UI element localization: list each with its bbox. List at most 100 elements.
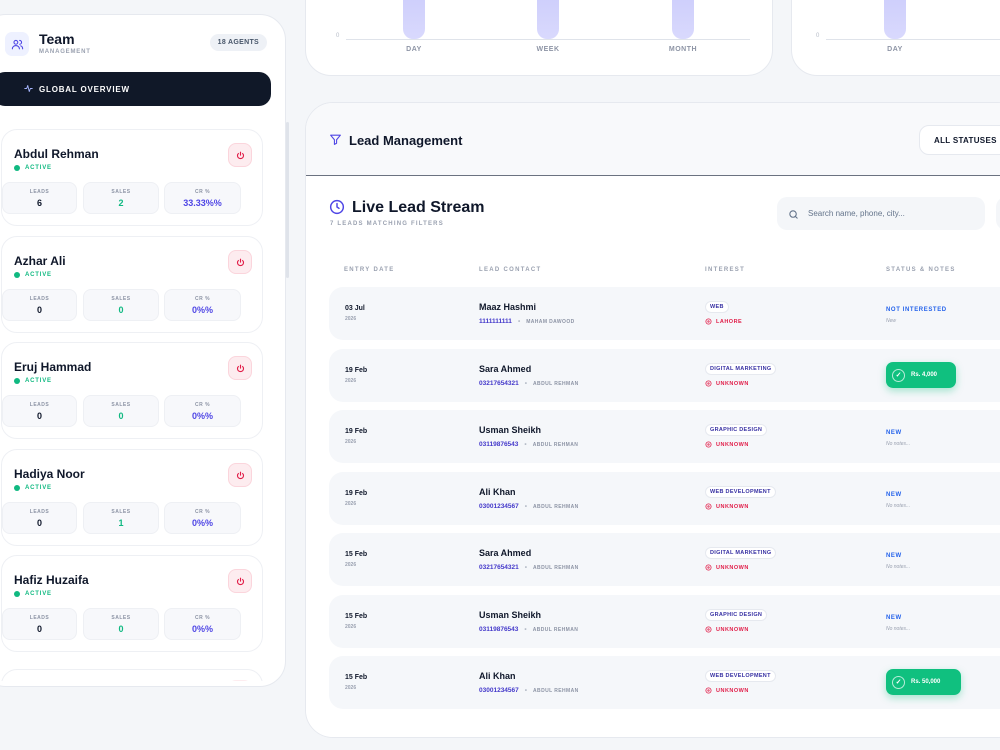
power-icon[interactable] — [228, 680, 252, 681]
lead-location: UNKNOWN — [705, 503, 749, 510]
deactivate-agent-button[interactable] — [228, 569, 252, 593]
table-row[interactable]: 19 Feb 2026 Usman Sheikh 03119876543 • ABD… — [329, 410, 1000, 463]
column-entry-date[interactable]: ENTRY DATE — [344, 267, 395, 273]
lead-phone[interactable]: 1111111111 — [479, 318, 512, 325]
agent-name: Abdul Rehman — [14, 147, 99, 161]
assigned-agent: ABDUL REHMAN — [533, 503, 579, 510]
stat-sales: SALES 1 — [83, 502, 159, 534]
lead-management-panel: Lead Management ALL STATUSES Live Lead S… — [305, 102, 1000, 738]
lead-phone[interactable]: 03217654321 — [479, 564, 519, 571]
table-row[interactable]: 15 Feb 2026 Usman Sheikh 03119876543 • ABD… — [329, 595, 1000, 648]
agent-status-label: ACTIVE — [25, 485, 52, 491]
lead-status[interactable]: NEW — [886, 553, 902, 559]
agent-name: Eruj Hammad — [14, 360, 92, 374]
lead-status[interactable]: NEW — [886, 615, 902, 621]
entry-year: 2026 — [345, 316, 357, 322]
lead-note: No notes... — [886, 626, 911, 632]
filter-options-button[interactable] — [996, 197, 1000, 230]
stat-sales: SALES 0 — [83, 608, 159, 640]
map-pin-icon — [705, 380, 712, 387]
chart-tick-month: MONTH — [668, 46, 698, 53]
stat-cr: CR % 0%% — [164, 395, 241, 427]
assigned-agent: ABDUL REHMAN — [533, 380, 579, 387]
status-filter-dropdown[interactable]: ALL STATUSES — [919, 125, 1000, 155]
lead-status[interactable]: NOT INTERESTED — [886, 307, 947, 313]
check-circle-icon: ✓ — [892, 675, 905, 689]
agent-list-scrollbar[interactable] — [286, 122, 289, 278]
map-pin-icon — [705, 318, 712, 325]
lead-management-title: Lead Management — [349, 133, 463, 148]
stat-value: 1 — [118, 518, 124, 528]
stat-leads: LEADS 0 — [2, 608, 77, 640]
revenue-chart-card: 0 DAY — [791, 0, 1000, 76]
deactivate-agent-button[interactable] — [228, 356, 252, 380]
lead-phone[interactable]: 03119876543 — [479, 441, 519, 448]
lead-contact: 03217654321 • ABDUL REHMAN — [479, 564, 579, 571]
global-overview-button[interactable]: GLOBAL OVERVIEW — [0, 72, 271, 106]
status-dot — [14, 378, 20, 384]
interest-tag: WEB — [705, 301, 729, 313]
team-title: Team — [39, 31, 75, 47]
live-lead-stream: Live Lead Stream 7 LEADS MATCHING FILTER… — [306, 177, 1000, 737]
agent-card[interactable] — [1, 669, 263, 681]
location-label: UNKNOWN — [716, 441, 749, 448]
activity-icon — [24, 84, 33, 95]
assigned-agent: ABDUL REHMAN — [533, 564, 579, 571]
sale-amount-badge[interactable]: ✓ Rs. 4,000 — [886, 362, 956, 388]
chart-bar-day — [884, 0, 906, 39]
lead-status[interactable]: NEW — [886, 430, 902, 436]
agent-card[interactable]: Eruj Hammad ACTIVE LEADS 0 SALES 0 CR % 0%% — [1, 342, 263, 439]
map-pin-icon — [705, 503, 712, 510]
lead-contact: 03119876543 • ABDUL REHMAN — [479, 626, 579, 633]
deactivate-agent-button[interactable] — [228, 250, 252, 274]
agent-card[interactable]: Hafiz Huzaifa ACTIVE LEADS 0 SALES 0 CR % 0… — [1, 555, 263, 652]
stat-label: SALES — [111, 402, 131, 408]
interest-tag: DIGITAL MARKETING — [705, 363, 777, 375]
status-dot — [14, 485, 20, 491]
agent-card[interactable]: Abdul Rehman ACTIVE LEADS 6 SALES 2 CR % 33… — [1, 129, 263, 226]
power-icon — [236, 577, 244, 585]
table-row[interactable]: 03 Jul 2026 Maaz Hashmi 1111111111 • MAHAM… — [329, 287, 1000, 340]
stat-label: CR % — [194, 402, 211, 408]
chart-axis — [346, 39, 750, 40]
stat-label: CR % — [194, 509, 211, 515]
global-overview-label: GLOBAL OVERVIEW — [39, 84, 130, 94]
location-label: UNKNOWN — [716, 564, 749, 571]
location-label: LAHORE — [716, 318, 743, 325]
chart-zero-label: 0 — [816, 33, 820, 39]
stat-leads: LEADS 0 — [2, 289, 77, 321]
stat-sales: SALES 0 — [83, 289, 159, 321]
agent-name: Azhar Ali — [14, 254, 66, 268]
table-row[interactable]: 15 Feb 2026 Ali Khan 03001234567 • ABDUL R… — [329, 656, 1000, 709]
lead-search[interactable] — [777, 197, 985, 230]
chart-tick-week: WEEK — [536, 46, 560, 53]
agent-card[interactable]: Hadiya Noor ACTIVE LEADS 0 SALES 1 CR % 0%% — [1, 449, 263, 546]
power-icon — [236, 471, 244, 479]
lead-phone[interactable]: 03119876543 — [479, 626, 519, 633]
table-row[interactable]: 15 Feb 2026 Sara Ahmed 03217654321 • ABDUL… — [329, 533, 1000, 586]
agent-status-label: ACTIVE — [25, 591, 52, 597]
column-interest[interactable]: INTEREST — [705, 267, 746, 273]
agent-card[interactable]: Azhar Ali ACTIVE LEADS 0 SALES 0 CR % 0%% — [1, 236, 263, 333]
chart-bar-month — [672, 0, 694, 39]
search-input[interactable] — [808, 205, 973, 221]
column-status-notes[interactable]: STATUS & NOTES — [886, 267, 956, 273]
stat-cr: CR % 33.33%% — [164, 182, 241, 214]
agent-status: ACTIVE — [14, 272, 52, 278]
table-row[interactable]: 19 Feb 2026 Ali Khan 03001234567 • ABDUL R… — [329, 472, 1000, 525]
deactivate-agent-button[interactable] — [228, 143, 252, 167]
entry-date: 15 Feb — [345, 613, 368, 620]
lead-status[interactable]: NEW — [886, 492, 902, 498]
table-row[interactable]: 19 Feb 2026 Sara Ahmed 03217654321 • ABDUL… — [329, 349, 1000, 402]
map-pin-icon — [705, 441, 712, 448]
lead-note: No notes... — [886, 441, 911, 447]
column-lead-contact[interactable]: LEAD CONTACT — [479, 267, 542, 273]
sale-amount-badge[interactable]: ✓ Rs. 50,000 — [886, 669, 961, 695]
leads-count: 7 LEADS MATCHING FILTERS — [330, 221, 444, 227]
lead-phone[interactable]: 03001234567 — [479, 503, 519, 510]
lead-phone[interactable]: 03217654321 — [479, 380, 519, 387]
deactivate-agent-button[interactable] — [228, 463, 252, 487]
assigned-agent: ABDUL REHMAN — [533, 687, 579, 694]
lead-phone[interactable]: 03001234567 — [479, 687, 519, 694]
team-panel: Team MANAGEMENT 18 AGENTS GLOBAL OVERVIE… — [0, 14, 286, 687]
